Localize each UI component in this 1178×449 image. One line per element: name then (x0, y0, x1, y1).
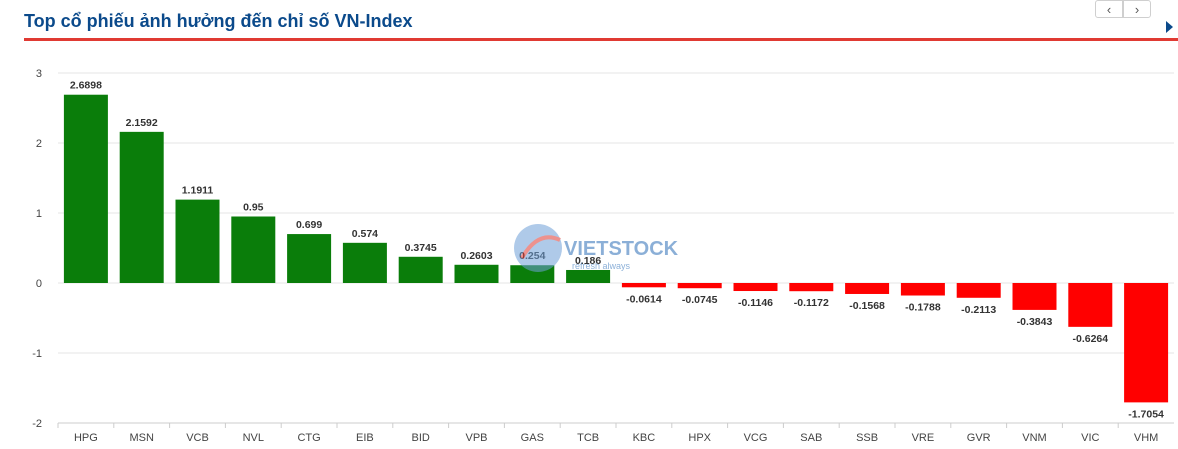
x-tick-label-tcb: TCB (577, 432, 599, 444)
bar-sab[interactable] (789, 283, 834, 292)
x-tick-label-hpg: HPG (74, 432, 98, 444)
y-tick-label: 2 (36, 138, 42, 150)
y-tick-label: -1 (32, 348, 42, 360)
previous-button[interactable]: ‹ (1095, 0, 1123, 18)
data-label-gvr: -0.2113 (961, 304, 996, 316)
data-label-vhm: -1.7054 (1128, 408, 1164, 420)
bar-vre[interactable] (900, 283, 945, 296)
bar-hpg[interactable] (63, 94, 108, 283)
y-tick-label: -2 (32, 418, 42, 430)
data-label-vpb: 0.2603 (460, 250, 492, 262)
x-tick-label-eib: EIB (356, 432, 374, 444)
bar-eib[interactable] (342, 242, 387, 283)
bar-bid[interactable] (398, 256, 443, 283)
bar-ctg[interactable] (287, 234, 332, 283)
x-tick-label-ssb: SSB (856, 432, 878, 444)
bar-msn[interactable] (119, 131, 164, 283)
bar-vcg[interactable] (733, 283, 778, 292)
bar-hpx[interactable] (677, 283, 722, 289)
x-tick-label-gvr: GVR (967, 432, 991, 444)
x-tick-label-bid: BID (412, 432, 430, 444)
bar-gvr[interactable] (956, 283, 1001, 298)
y-tick-label: 3 (36, 68, 42, 80)
bar-nvl[interactable] (231, 216, 276, 284)
x-tick-label-hpx: HPX (688, 432, 711, 444)
bar-ssb[interactable] (845, 283, 890, 294)
page-title: Top cổ phiếu ảnh hưởng đến chỉ số VN-Ind… (24, 11, 413, 31)
x-tick-label-vhm: VHM (1134, 432, 1158, 444)
data-label-eib: 0.574 (352, 228, 378, 240)
data-label-hpx: -0.0745 (682, 294, 718, 306)
bar-vhm[interactable] (1124, 283, 1169, 403)
x-tick-label-vnm: VNM (1022, 432, 1046, 444)
x-tick-label-nvl: NVL (243, 432, 264, 444)
chart-header: Top cổ phiếu ảnh hưởng đến chỉ số VN-Ind… (0, 0, 1178, 42)
data-label-ctg: 0.699 (296, 219, 322, 231)
data-label-sab: -0.1172 (794, 297, 829, 309)
data-label-vcb: 1.1911 (182, 185, 214, 197)
play-triangle-icon[interactable] (1166, 21, 1173, 33)
watermark-tagline: refresh always (572, 261, 631, 271)
x-tick-label-vcb: VCB (186, 432, 209, 444)
x-tick-label-vpb: VPB (465, 432, 487, 444)
watermark-text: VIETSTOCK (564, 238, 679, 260)
bar-chart: 3 2 1 0 -1 -2 2.6898 HPG 2.1592 MSN 1.1911 VCB 0.95 N… (32, 68, 1174, 444)
x-tick-label-vic: VIC (1081, 432, 1099, 444)
x-tick-label-msn: MSN (129, 432, 154, 444)
watermark-globe-icon (514, 224, 562, 272)
vietstock-watermark: VIETSTOCK refresh always (514, 224, 679, 272)
x-tick-label-vre: VRE (912, 432, 935, 444)
bar-vcb[interactable] (175, 199, 220, 283)
x-tick-label-kbc: KBC (633, 432, 656, 444)
y-tick-label: 1 (36, 208, 42, 220)
data-label-vcg: -0.1146 (738, 297, 773, 309)
title-divider (24, 38, 1178, 41)
bar-vpb[interactable] (454, 264, 499, 283)
data-label-tcb: 0.186 (575, 255, 601, 267)
bar-vnm[interactable] (1012, 283, 1057, 310)
y-tick-label: 0 (36, 278, 42, 290)
bar-vic[interactable] (1068, 283, 1113, 327)
x-tick-label-ctg: CTG (297, 432, 320, 444)
x-tick-label-vcg: VCG (744, 432, 768, 444)
data-label-nvl: 0.95 (243, 202, 264, 214)
bar-tcb[interactable] (566, 269, 611, 283)
data-label-kbc: -0.0614 (626, 293, 662, 305)
x-tick-label-gas: GAS (521, 432, 544, 444)
data-label-vre: -0.1788 (905, 302, 941, 314)
next-button[interactable]: › (1123, 0, 1151, 18)
x-tick-label-sab: SAB (800, 432, 822, 444)
data-label-msn: 2.1592 (126, 117, 158, 129)
data-label-ssb: -0.1568 (849, 300, 885, 312)
data-label-hpg: 2.6898 (70, 80, 102, 92)
data-label-vnm: -0.3843 (1017, 316, 1053, 328)
data-label-vic: -0.6264 (1072, 333, 1108, 345)
data-label-bid: 0.3745 (405, 242, 437, 254)
bar-kbc[interactable] (621, 283, 666, 288)
